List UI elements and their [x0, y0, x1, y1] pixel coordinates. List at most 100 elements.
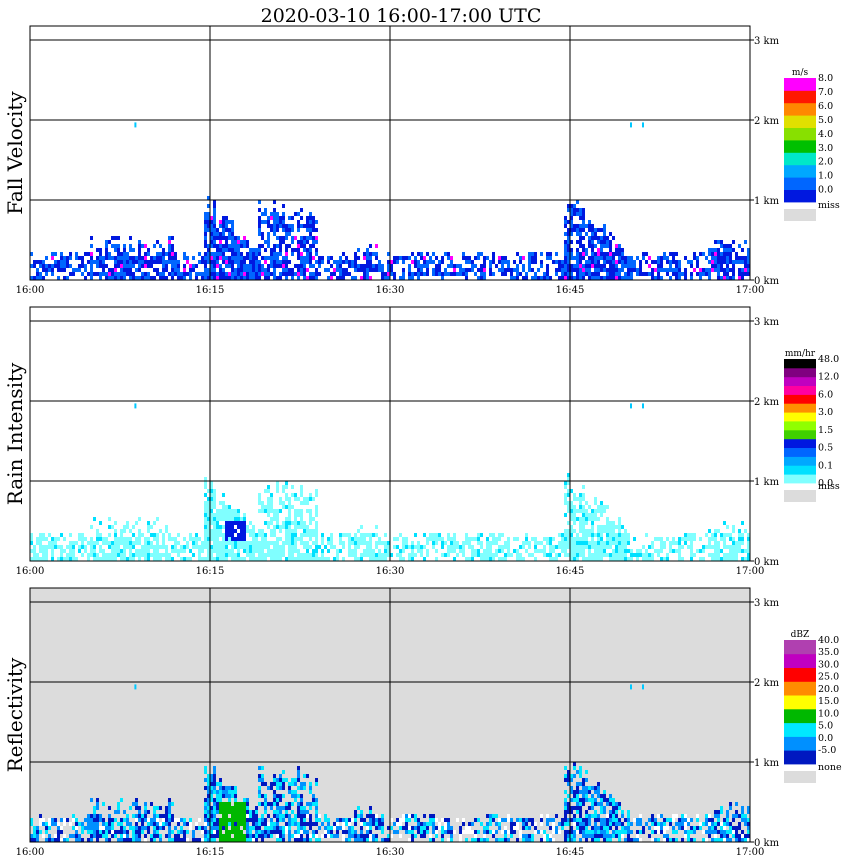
echo-cell [213, 268, 216, 272]
echo-cell [174, 838, 177, 842]
echo-cell [474, 834, 477, 838]
echo-cell [678, 553, 681, 557]
echo-cell [183, 834, 186, 838]
echo-cell [573, 818, 576, 822]
echo-cell [585, 557, 588, 561]
echo-cell [96, 834, 99, 838]
echo-cell [297, 838, 300, 842]
echo-cell [681, 818, 684, 822]
echo-cell [432, 537, 435, 541]
echo-cell [615, 268, 618, 272]
echo-cell [264, 822, 267, 826]
echo-cell [207, 549, 210, 553]
echo-cell [540, 252, 543, 256]
echo-cell [630, 403, 632, 409]
echo-cell [318, 256, 321, 260]
echo-cell [579, 232, 582, 236]
echo-cell [90, 545, 93, 549]
echo-cell [261, 838, 264, 842]
echo-cell [288, 244, 291, 248]
echo-cell [129, 545, 132, 549]
echo-cell [747, 838, 750, 842]
echo-cell [447, 553, 450, 557]
echo-cell [648, 818, 651, 822]
echo-cell [570, 256, 573, 260]
echo-cell [597, 276, 600, 280]
echo-cell [720, 244, 723, 248]
echo-cell [267, 541, 270, 545]
echo-cell [276, 798, 279, 802]
echo-cell [744, 529, 747, 533]
echo-cell [204, 509, 207, 513]
echo-cell [609, 529, 612, 533]
echo-cell [126, 830, 129, 834]
echo-cell [228, 236, 231, 240]
y-tick-label: 2 km [754, 397, 780, 408]
colorbar-label: 5.0 [818, 115, 833, 126]
echo-cell [231, 537, 234, 541]
echo-cell [204, 838, 207, 842]
echo-cell [279, 549, 282, 553]
echo-cell [417, 276, 420, 280]
echo-cell [306, 838, 309, 842]
echo-cell [573, 537, 576, 541]
echo-cell [291, 541, 294, 545]
echo-cell [204, 268, 207, 272]
echo-cell [327, 537, 330, 541]
echo-cell [102, 272, 105, 276]
echo-cell [273, 220, 276, 224]
echo-cell [489, 545, 492, 549]
echo-cell [132, 802, 135, 806]
echo-cell [342, 818, 345, 822]
echo-cell [99, 264, 102, 268]
echo-cell [117, 545, 120, 549]
echo-cell [552, 557, 555, 561]
echo-cell [78, 822, 81, 826]
echo-cell [261, 272, 264, 276]
echo-cell [276, 818, 279, 822]
echo-cell [153, 826, 156, 830]
echo-cell [210, 493, 213, 497]
echo-cell [486, 545, 489, 549]
echo-cell [381, 814, 384, 818]
echo-cell [222, 557, 225, 561]
echo-cell [207, 216, 210, 220]
echo-cell [567, 834, 570, 838]
echo-cell [609, 557, 612, 561]
echo-cell [603, 240, 606, 244]
echo-cell [303, 818, 306, 822]
echo-cell [234, 240, 237, 244]
echo-cell [549, 553, 552, 557]
echo-cell [255, 822, 258, 826]
echo-cell [264, 830, 267, 834]
echo-cell [717, 264, 720, 268]
echo-cell [459, 264, 462, 268]
echo-cell [609, 232, 612, 236]
echo-cell [312, 533, 315, 537]
echo-cell [90, 236, 93, 240]
echo-cell [309, 232, 312, 236]
echo-cell [300, 260, 303, 264]
echo-cell [567, 252, 570, 256]
echo-cell [237, 256, 240, 260]
echo-cell [738, 268, 741, 272]
echo-cell [213, 264, 216, 268]
echo-cell [213, 200, 216, 204]
echo-cell [213, 236, 216, 240]
echo-cell [516, 252, 519, 256]
colorbar-label: 1.0 [818, 171, 833, 182]
echo-cell [267, 802, 270, 806]
echo-cell [546, 822, 549, 826]
echo-cell [360, 818, 363, 822]
echo-cell [231, 541, 234, 545]
echo-cell [618, 268, 621, 272]
echo-cell [360, 834, 363, 838]
echo-cell [201, 276, 204, 280]
echo-cell [546, 537, 549, 541]
echo-cell [375, 252, 378, 256]
echo-cell [126, 521, 129, 525]
echo-cell [36, 260, 39, 264]
echo-cell [69, 272, 72, 276]
echo-cell [267, 220, 270, 224]
echo-cell [231, 260, 234, 264]
